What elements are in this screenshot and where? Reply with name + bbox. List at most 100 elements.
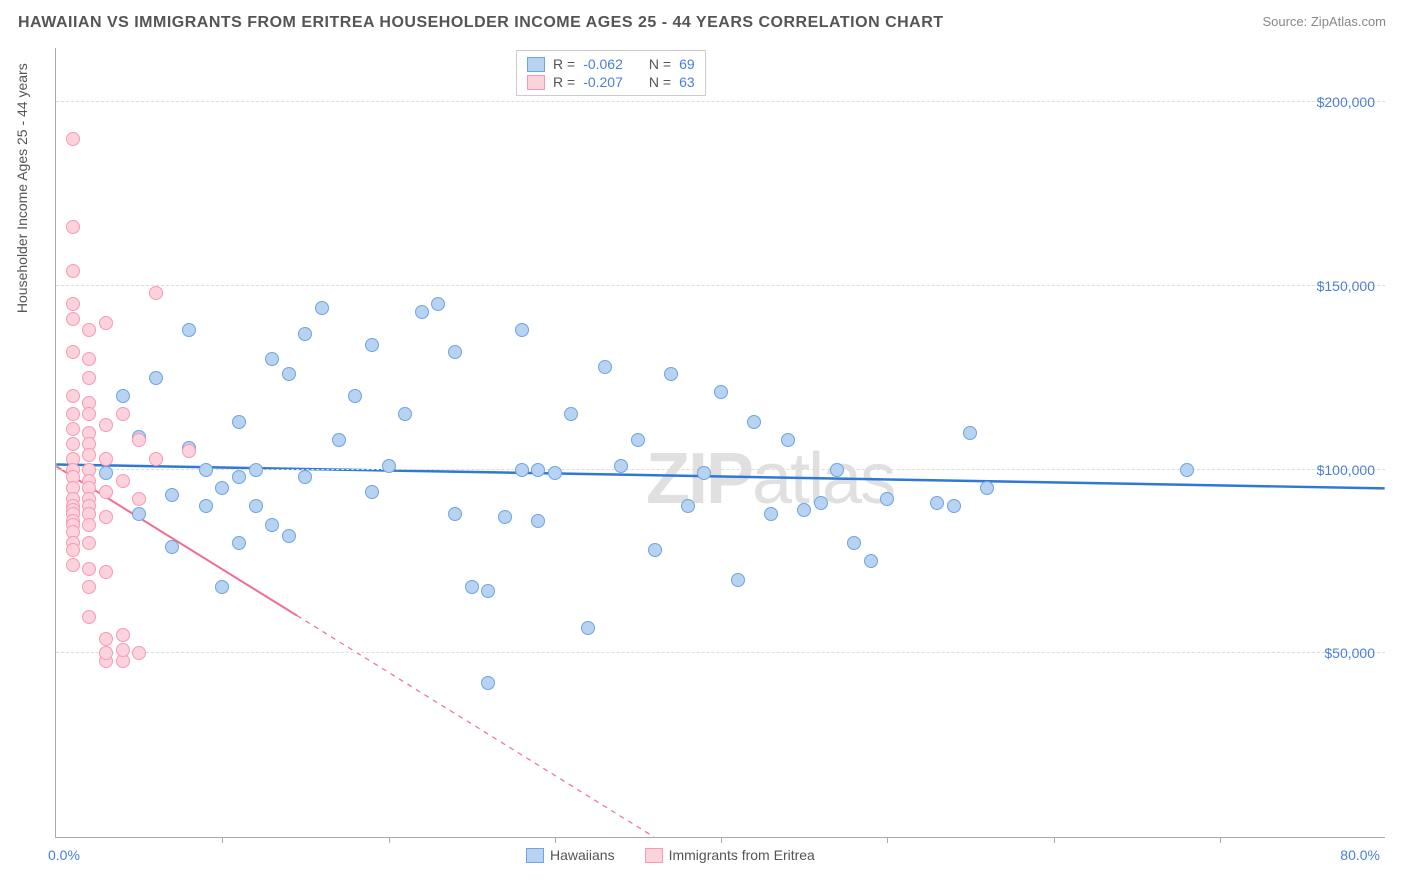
data-point xyxy=(847,536,861,550)
data-point xyxy=(66,422,80,436)
x-tick xyxy=(222,837,223,843)
stat-r-label: R = xyxy=(553,74,575,90)
data-point xyxy=(116,407,130,421)
y-axis-label: Householder Income Ages 25 - 44 years xyxy=(14,63,30,313)
data-point xyxy=(82,518,96,532)
legend-label: Hawaiians xyxy=(550,847,615,863)
data-point xyxy=(182,444,196,458)
data-point xyxy=(431,297,445,311)
data-point xyxy=(298,470,312,484)
data-point xyxy=(99,466,113,480)
data-point xyxy=(82,562,96,576)
data-point xyxy=(963,426,977,440)
stat-r-value: -0.062 xyxy=(583,56,623,72)
data-point xyxy=(99,632,113,646)
data-point xyxy=(199,499,213,513)
data-point xyxy=(930,496,944,510)
data-point xyxy=(332,433,346,447)
data-point xyxy=(980,481,994,495)
data-point xyxy=(598,360,612,374)
data-point xyxy=(82,323,96,337)
legend-label: Immigrants from Eritrea xyxy=(669,847,815,863)
legend-swatch xyxy=(526,848,544,863)
stat-n-label: N = xyxy=(649,74,671,90)
trend-lines-svg xyxy=(56,48,1385,837)
data-point xyxy=(82,407,96,421)
data-point xyxy=(282,529,296,543)
legend-item: Hawaiians xyxy=(526,847,615,863)
data-point xyxy=(132,433,146,447)
data-point xyxy=(66,132,80,146)
x-tick xyxy=(555,837,556,843)
data-point xyxy=(298,327,312,341)
data-point xyxy=(531,514,545,528)
data-point xyxy=(232,536,246,550)
data-point xyxy=(747,415,761,429)
stat-n-value: 69 xyxy=(679,56,695,72)
data-point xyxy=(82,580,96,594)
data-point xyxy=(99,485,113,499)
data-point xyxy=(66,345,80,359)
data-point xyxy=(382,459,396,473)
data-point xyxy=(99,418,113,432)
data-point xyxy=(66,220,80,234)
stat-legend-row: R = -0.062 N = 69 xyxy=(527,55,695,73)
stat-n-value: 63 xyxy=(679,74,695,90)
data-point xyxy=(132,507,146,521)
data-point xyxy=(66,264,80,278)
data-point xyxy=(165,540,179,554)
data-point xyxy=(515,323,529,337)
data-point xyxy=(515,463,529,477)
data-point xyxy=(531,463,545,477)
data-point xyxy=(830,463,844,477)
data-point xyxy=(664,367,678,381)
data-point xyxy=(365,485,379,499)
data-point xyxy=(365,338,379,352)
data-point xyxy=(797,503,811,517)
data-point xyxy=(82,371,96,385)
gridline-h xyxy=(56,101,1385,102)
data-point xyxy=(116,628,130,642)
data-point xyxy=(614,459,628,473)
data-point xyxy=(132,646,146,660)
x-tick xyxy=(1220,837,1221,843)
data-point xyxy=(99,452,113,466)
data-point xyxy=(348,389,362,403)
y-tick-label: $100,000 xyxy=(1317,462,1375,478)
data-point xyxy=(66,543,80,557)
data-point xyxy=(448,507,462,521)
data-point xyxy=(564,407,578,421)
gridline-h xyxy=(56,652,1385,653)
data-point xyxy=(99,646,113,660)
y-tick-label: $150,000 xyxy=(1317,278,1375,294)
data-point xyxy=(465,580,479,594)
source-attribution: Source: ZipAtlas.com xyxy=(1262,14,1386,29)
data-point xyxy=(265,352,279,366)
data-point xyxy=(82,610,96,624)
data-point xyxy=(398,407,412,421)
data-point xyxy=(265,518,279,532)
stat-r-value: -0.207 xyxy=(583,74,623,90)
bottom-legend: Hawaiians Immigrants from Eritrea xyxy=(526,847,815,863)
legend-swatch xyxy=(527,75,545,90)
data-point xyxy=(764,507,778,521)
plot-area: ZIPatlas R = -0.062N = 69R = -0.207N = 6… xyxy=(55,48,1385,838)
legend-item: Immigrants from Eritrea xyxy=(645,847,815,863)
data-point xyxy=(581,621,595,635)
data-point xyxy=(315,301,329,315)
data-point xyxy=(99,316,113,330)
y-tick-label: $50,000 xyxy=(1324,645,1375,661)
data-point xyxy=(82,352,96,366)
data-point xyxy=(648,543,662,557)
data-point xyxy=(116,474,130,488)
data-point xyxy=(99,565,113,579)
data-point xyxy=(199,463,213,477)
stat-legend: R = -0.062 N = 69 R = -0.207 N = 63 xyxy=(516,50,706,96)
data-point xyxy=(232,415,246,429)
stat-r-label: R = xyxy=(553,56,575,72)
legend-swatch xyxy=(527,57,545,72)
data-point xyxy=(66,297,80,311)
stat-legend-row: R = -0.207 N = 63 xyxy=(527,73,695,91)
stat-n-label: N = xyxy=(649,56,671,72)
data-point xyxy=(66,558,80,572)
